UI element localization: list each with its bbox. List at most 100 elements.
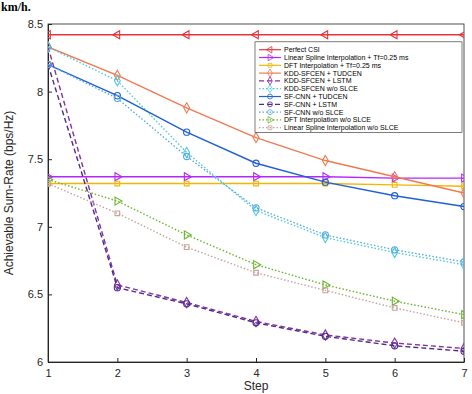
series-marker (322, 155, 328, 165)
x-tick-mark (464, 358, 465, 362)
series-marker (113, 31, 120, 39)
legend-marker (268, 102, 273, 107)
x-tick-label: 3 (184, 367, 190, 379)
series-marker (323, 288, 328, 293)
series-marker (184, 181, 189, 186)
y-tick-mark (48, 227, 52, 228)
series-line (48, 184, 464, 323)
legend-swatch (259, 80, 281, 81)
legend-swatch (259, 57, 281, 58)
series-marker (184, 301, 190, 307)
y-tick-label: 8.5 (28, 18, 43, 30)
y-tick-mark (48, 362, 52, 363)
x-tick-label: 4 (253, 367, 259, 379)
legend-label: SF-CNN w/o SLCE (284, 109, 344, 116)
x-tick-mark (117, 358, 118, 362)
y-tick-label: 7 (37, 221, 43, 233)
y-tick-label: 6.5 (28, 288, 43, 300)
plot-frame (48, 24, 464, 362)
series-marker (392, 247, 398, 257)
x-tick: 3 (184, 358, 190, 379)
series-marker (253, 316, 259, 326)
series-marker (184, 153, 190, 159)
series-marker (253, 160, 259, 166)
x-tick: 4 (253, 358, 259, 379)
series-marker (321, 31, 328, 39)
legend-label: SF-CNN + LSTM (284, 101, 337, 108)
series-marker (254, 173, 261, 181)
x-axis-title: Step (244, 379, 269, 393)
legend-label: KDD-SFCEN + LSTM (284, 77, 352, 84)
x-tick-label: 5 (323, 367, 329, 379)
series-marker (322, 232, 328, 238)
series-marker (254, 181, 259, 186)
series-marker (254, 270, 259, 275)
legend-marker (268, 126, 272, 130)
series-marker (115, 173, 122, 181)
series-marker (390, 31, 397, 39)
y-tick: 6 (37, 356, 52, 368)
x-tick-label: 6 (392, 367, 398, 379)
x-axis-line (49, 362, 465, 363)
legend-label: KDD-SFCEN w/o SLCE (284, 85, 358, 92)
y-tick-label: 7.5 (28, 153, 43, 165)
legend-marker (266, 46, 272, 52)
legend-marker (268, 77, 273, 85)
series-line (48, 179, 464, 314)
x-axis: 1234567 (45, 358, 467, 379)
y-axis-title: Achievable Sum-Rate (bps/Hz) (2, 111, 16, 276)
legend-label: DFT Interpolation w/o SLCE (284, 116, 371, 124)
y-tick-mark (48, 24, 52, 25)
y-tick-mark (48, 92, 52, 93)
legend-swatch (259, 104, 281, 105)
legend-swatch (259, 65, 281, 66)
legend-marker (268, 94, 273, 99)
series-marker (115, 181, 120, 186)
series-marker (461, 260, 464, 270)
series-marker (48, 31, 50, 39)
legend-swatch (259, 96, 281, 97)
y-tick: 8.5 (28, 18, 52, 30)
legend-label: SF-CNN + TUDCEN (284, 93, 347, 100)
series-marker (184, 297, 190, 307)
series-marker (48, 181, 50, 186)
legend-swatch (259, 127, 281, 128)
y-tick: 6.5 (28, 288, 52, 300)
series-marker (461, 343, 464, 353)
series-marker (462, 311, 464, 319)
series-marker (459, 31, 464, 39)
series-marker (115, 197, 122, 205)
y-axis-line (48, 25, 49, 363)
series-marker (184, 129, 190, 135)
legend-swatch (259, 88, 281, 89)
legend-marker (268, 85, 273, 93)
series-marker (461, 259, 464, 265)
x-tick-label: 7 (461, 367, 467, 379)
series-marker (184, 231, 191, 239)
series-marker (184, 173, 191, 181)
legend-marker (268, 54, 274, 60)
legend-swatch (259, 119, 281, 120)
legend-swatch (259, 49, 281, 50)
x-tick: 6 (392, 358, 398, 379)
series-marker (251, 31, 258, 39)
chart: 123456766.577.588.5Perfect CSILinear Spl… (0, 0, 472, 394)
series-line (48, 34, 464, 35)
y-tick-mark (48, 294, 52, 295)
series-marker (392, 247, 398, 253)
legend-swatch (259, 73, 281, 74)
series-marker (392, 183, 397, 188)
series-marker (253, 205, 259, 211)
x-tick: 2 (115, 358, 121, 379)
series-marker (114, 95, 120, 101)
y-tick: 8 (37, 86, 52, 98)
series-marker (392, 297, 399, 305)
legend-marker (268, 69, 273, 77)
series-marker (253, 320, 259, 326)
legend-label: DFT Interpolation + Tf=0.25 ms (284, 62, 382, 70)
legend-label: KDD-SFCEN + TUDCEN (284, 70, 362, 77)
y-tick-label: 6 (37, 356, 43, 368)
y-axis: 6 6.5 7 7.5 8 8.5 (28, 18, 52, 368)
series-marker (48, 61, 51, 67)
series-marker (461, 203, 464, 209)
